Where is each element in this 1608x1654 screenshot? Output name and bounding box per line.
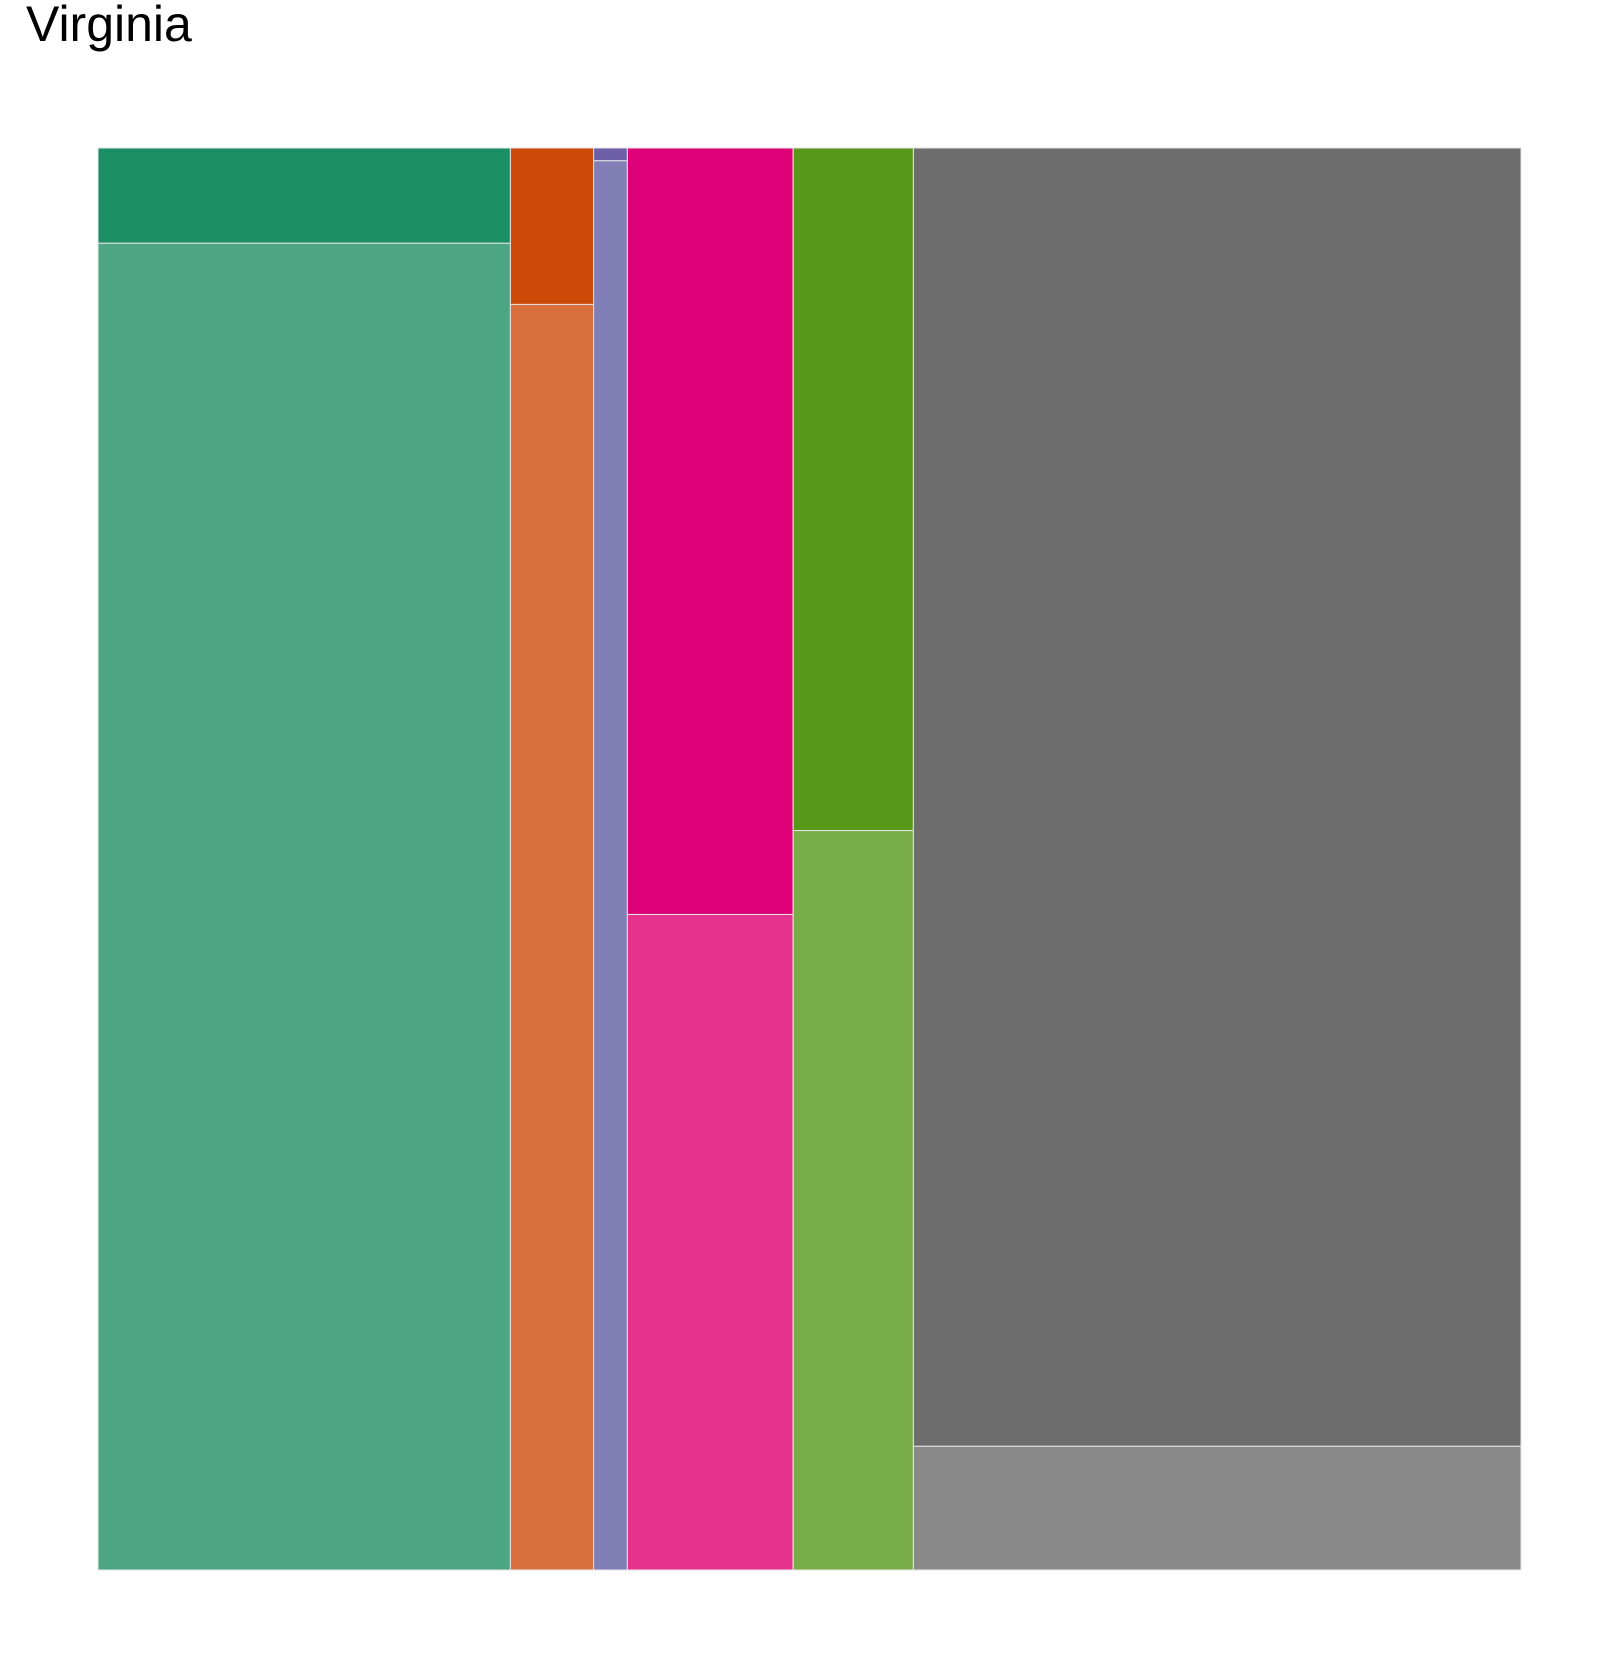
mosaic-tile-col1-seg1 (97, 147, 511, 244)
mosaic-tile-col2-seg1 (509, 147, 595, 305)
mosaic-tile-col6-seg2 (912, 1445, 1522, 1571)
mosaic-tile-col5-seg2 (792, 830, 914, 1571)
mosaic-tile-col3-seg2 (593, 160, 628, 1571)
chart-title: Virginia (26, 0, 192, 52)
mosaic-tile-col2-seg2 (509, 303, 595, 1571)
mosaic-tile-col1-seg2 (97, 242, 511, 1571)
mosaic-tile-col5-seg1 (792, 147, 914, 832)
mosaic-tile-col4-seg2 (626, 913, 794, 1571)
mosaic-tile-col6-seg1 (912, 147, 1522, 1447)
mosaic-tile-col4-seg1 (626, 147, 794, 915)
mosaic-tiles (97, 147, 1522, 1571)
mosaic-tile-col3-seg1 (593, 147, 628, 162)
